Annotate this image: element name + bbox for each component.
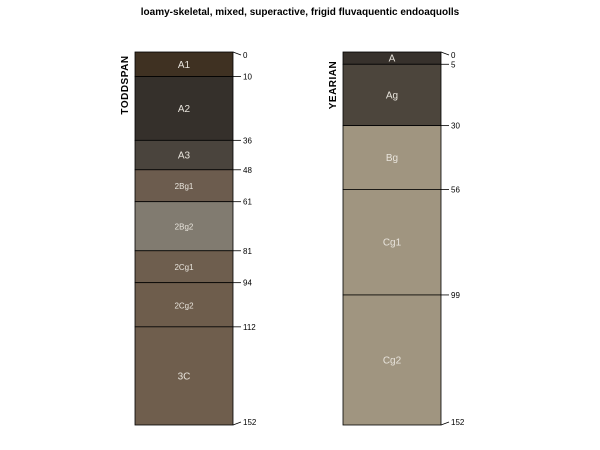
horizon-label: Cg1	[383, 238, 402, 249]
depth-label: 36	[243, 136, 252, 145]
horizon-label: Bg	[386, 153, 398, 164]
horizon-label: 3C	[178, 371, 191, 382]
horizon-Bg	[342, 125, 442, 190]
horizon-label: A1	[178, 60, 191, 71]
diagram-title: loamy-skeletal, mixed, superactive, frig…	[141, 7, 460, 18]
horizon-label: Cg2	[383, 355, 402, 366]
profile-name: YEARIAN	[328, 61, 339, 110]
horizon-2Cg1	[134, 250, 234, 284]
depth-label: 10	[243, 73, 252, 82]
horizon-2Bg1	[134, 169, 234, 203]
depth-label: 30	[451, 122, 460, 131]
horizon-Cg2	[342, 294, 442, 426]
profile-name: TODDSPAN	[120, 55, 131, 114]
horizon-Cg1	[342, 189, 442, 296]
horizon-A1	[134, 51, 234, 77]
horizon-A2	[134, 76, 234, 141]
depth-label: 152	[243, 418, 257, 427]
horizon-label: A3	[178, 151, 191, 162]
horizon-label: Ag	[386, 90, 398, 101]
depth-label: 81	[243, 247, 252, 256]
horizon-A3	[134, 139, 234, 171]
depth-label: 61	[243, 198, 252, 207]
depth-label: 56	[451, 185, 460, 194]
depth-label: 48	[243, 166, 252, 175]
depth-tick	[232, 51, 242, 56]
horizon-label: A	[389, 54, 396, 65]
horizon-Ag	[342, 63, 442, 127]
horizon-label: 2Bg1	[175, 182, 194, 191]
depth-label: 94	[243, 279, 252, 288]
depth-tick	[440, 421, 450, 426]
horizon-label: 2Cg2	[174, 301, 194, 310]
depth-label: 0	[243, 51, 248, 60]
horizon-label: A2	[178, 104, 191, 115]
depth-label: 0	[451, 51, 456, 60]
depth-label: 112	[243, 323, 256, 332]
horizon-label: 2Cg1	[174, 263, 194, 272]
profile-toddspan: TODDSPAN A1 A2 A3 2Bg1 2Bg2 2Cg1 2Cg2 3C 0 10 36 48 6…	[120, 51, 257, 427]
depth-label: 5	[451, 60, 456, 69]
depth-label: 152	[451, 418, 465, 427]
horizon-2Bg2	[134, 201, 234, 252]
depth-label: 99	[451, 291, 460, 300]
depth-tick	[232, 421, 242, 426]
depth-tick	[440, 51, 450, 56]
profile-yearian: YEARIAN A Ag Bg Cg1 Cg2 05 30 56 99 152	[328, 51, 465, 427]
horizon-3C	[134, 326, 234, 426]
horizon-label: 2Bg2	[175, 223, 194, 232]
profiles: TODDSPAN A1 A2 A3 2Bg1 2Bg2 2Cg1 2Cg2 3C 0 10 36 48 6…	[120, 51, 465, 427]
